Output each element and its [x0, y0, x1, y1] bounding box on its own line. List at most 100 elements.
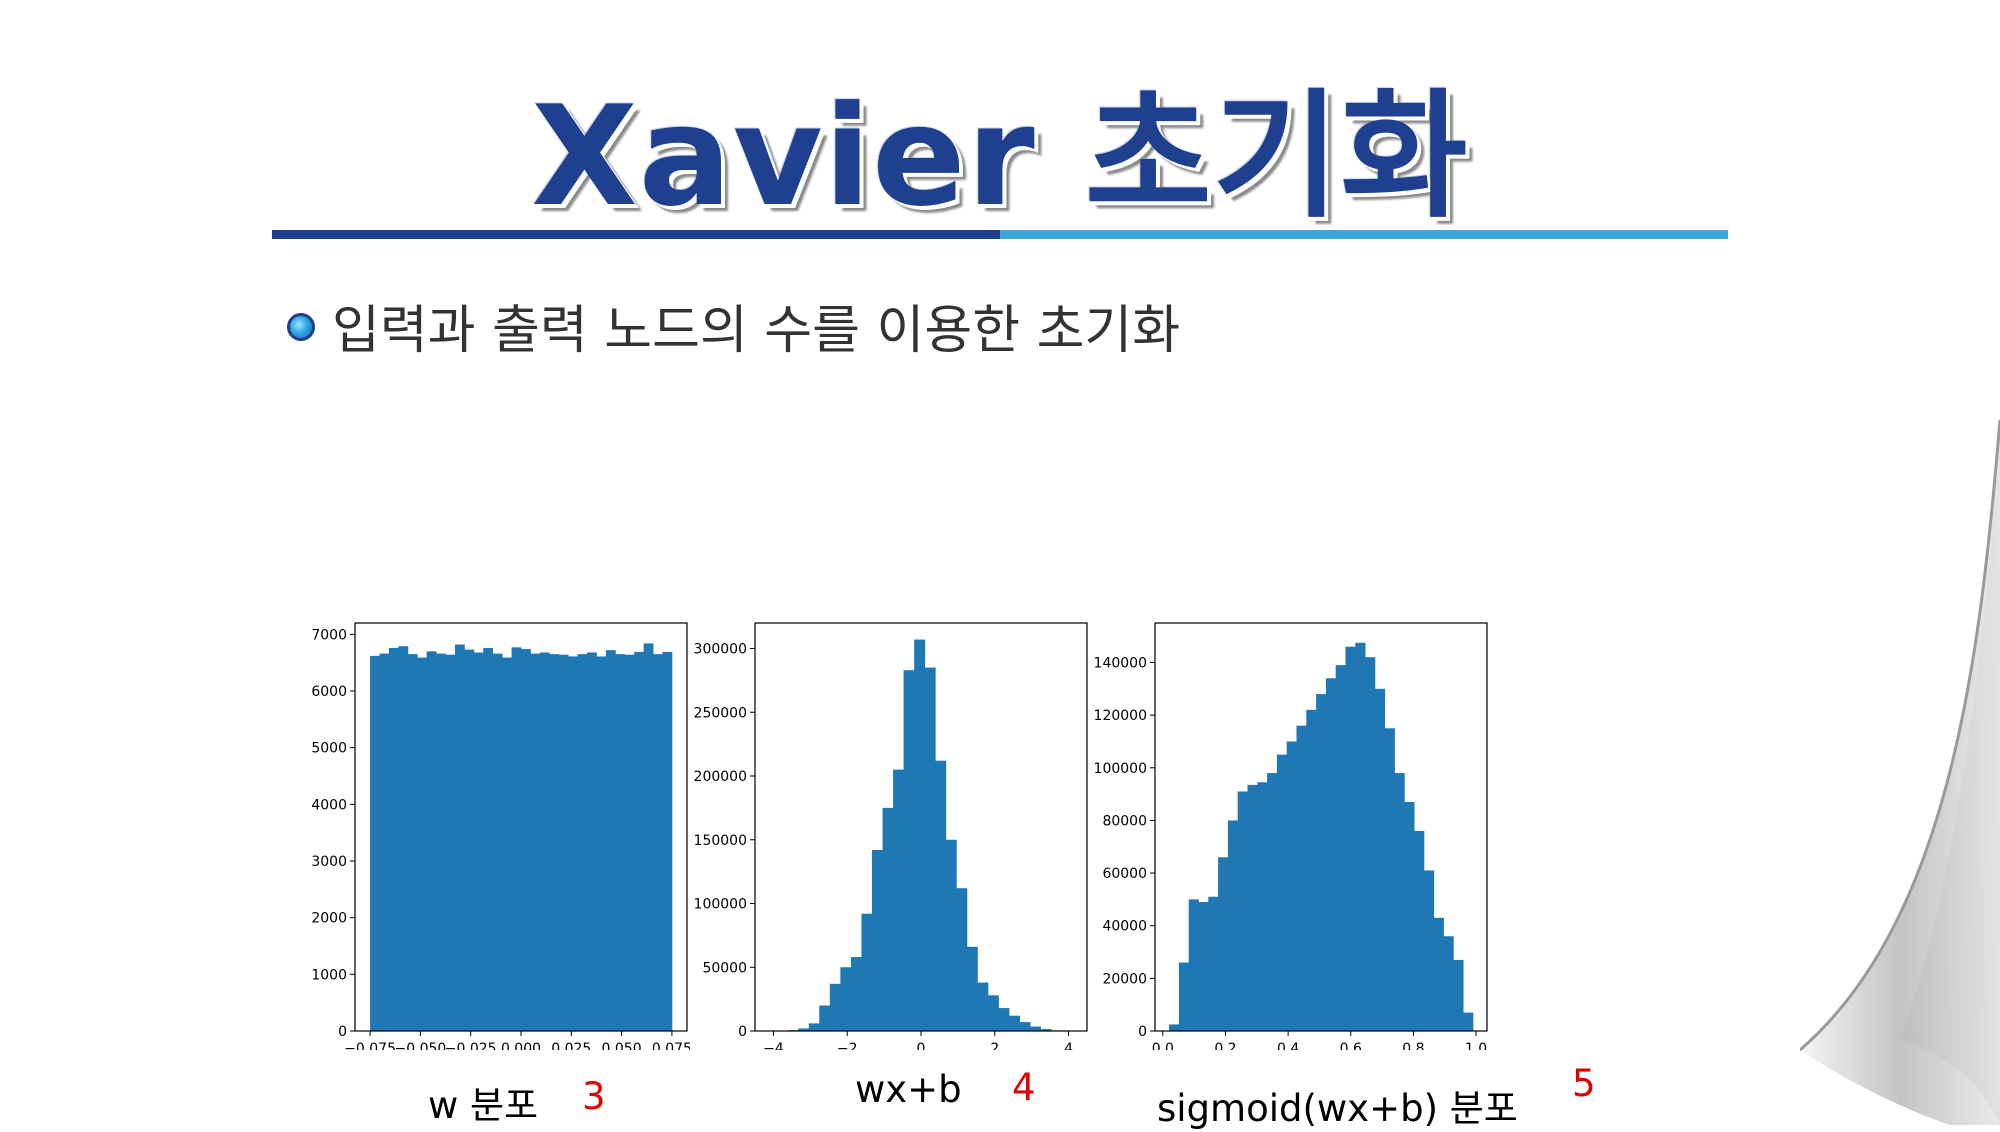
histogram-bar: [935, 761, 946, 1031]
histogram-bar: [615, 654, 625, 1031]
histogram-bar: [809, 1023, 820, 1031]
histogram-bar: [1247, 785, 1257, 1031]
histogram-bar: [1020, 1022, 1031, 1031]
x-tick-label: −4: [763, 1041, 784, 1050]
histogram-bar: [474, 652, 484, 1031]
histogram-bar: [1228, 820, 1238, 1031]
histogram-bar: [512, 647, 522, 1031]
histogram-bar: [464, 650, 474, 1031]
histogram-bar: [1424, 870, 1434, 1031]
caption-number-4: 4: [1012, 1066, 1036, 1109]
y-tick-label: 150000: [694, 833, 747, 849]
histogram-bar: [493, 654, 503, 1031]
histogram-bar: [872, 850, 883, 1031]
histogram-bar: [408, 654, 418, 1031]
histogram-bar: [455, 645, 465, 1031]
x-tick-label: 0.2: [1214, 1041, 1236, 1050]
histogram-bar: [417, 658, 427, 1031]
caption-sigmoid: sigmoid(wx+b) 분포: [1157, 1078, 1518, 1132]
histogram-bar: [851, 957, 862, 1031]
y-tick-label: 20000: [1102, 971, 1147, 987]
histogram-bar: [1257, 782, 1267, 1031]
histogram-bar: [634, 652, 644, 1031]
histogram-bar: [1375, 689, 1385, 1031]
histogram-bar: [1218, 857, 1228, 1031]
histogram-bar: [1316, 694, 1326, 1031]
histogram-bar: [840, 967, 851, 1031]
histogram-bar: [1395, 773, 1405, 1031]
histogram-bar: [398, 646, 408, 1031]
y-tick-label: 80000: [1102, 813, 1147, 829]
y-tick-label: 1000: [311, 967, 347, 983]
page-curl-decoration: [1800, 400, 2000, 1125]
histogram-bar: [1434, 918, 1444, 1031]
x-tick-label: 0.8: [1402, 1041, 1424, 1050]
bullet-text: 입력과 출력 노드의 수를 이용한 초기화: [332, 288, 1180, 363]
histogram-bar: [644, 643, 654, 1031]
histogram-bar: [1238, 791, 1248, 1031]
histogram-bar: [1179, 963, 1189, 1031]
x-tick-label: 0.4: [1277, 1041, 1299, 1050]
caption-wxb: wx+b: [855, 1068, 962, 1111]
histogram-bar: [1444, 936, 1454, 1031]
histogram-bar: [946, 840, 957, 1031]
y-tick-label: 3000: [311, 854, 347, 870]
x-tick-label: 0: [917, 1041, 926, 1050]
histogram-bar: [568, 656, 578, 1031]
histogram-bar: [606, 650, 616, 1031]
x-tick-label: −0.025: [445, 1041, 497, 1050]
x-tick-label: 0.000: [501, 1041, 541, 1050]
caption-number-5: 5: [1572, 1062, 1596, 1105]
x-tick-label: 2: [990, 1041, 999, 1050]
histogram-bar: [1277, 755, 1287, 1031]
histogram-bar: [883, 808, 894, 1031]
y-tick-label: 6000: [311, 684, 347, 700]
histogram-bar: [1189, 899, 1199, 1031]
histogram-bar: [653, 654, 663, 1031]
histogram-bar: [1030, 1027, 1041, 1031]
histogram-bar: [1336, 665, 1346, 1031]
slide-title: Xavier 초기화: [0, 78, 2000, 237]
histogram-bar: [436, 654, 446, 1031]
histogram-bar: [1463, 1013, 1473, 1031]
histogram-bar: [819, 1006, 830, 1032]
histogram-bar: [977, 983, 988, 1031]
x-tick-label: 0.025: [551, 1041, 591, 1050]
histogram-bar: [540, 652, 550, 1031]
title-underline-dark: [272, 230, 1000, 239]
x-tick-label: 0.6: [1340, 1041, 1362, 1050]
histogram-bar: [925, 668, 936, 1031]
histogram-bar: [967, 947, 978, 1031]
y-tick-label: 0: [738, 1024, 747, 1040]
y-tick-label: 4000: [311, 797, 347, 813]
histogram-bar: [1414, 831, 1424, 1031]
x-tick-label: −0.050: [394, 1041, 446, 1050]
y-tick-label: 5000: [311, 741, 347, 757]
y-tick-label: 2000: [311, 911, 347, 927]
histogram-bar: [370, 656, 380, 1031]
histogram-bar: [904, 670, 915, 1031]
y-tick-label: 40000: [1102, 919, 1147, 935]
histogram-bar: [1169, 1024, 1179, 1031]
y-tick-label: 120000: [1094, 708, 1147, 724]
histogram-bar: [1009, 1016, 1020, 1031]
caption-number-3: 3: [582, 1075, 606, 1118]
histogram-bar: [380, 654, 390, 1031]
histogram-bar: [830, 984, 841, 1031]
x-tick-label: −0.075: [344, 1041, 396, 1050]
title-underline-light: [1000, 230, 1728, 239]
histogram-bar: [521, 649, 531, 1031]
histogram-bar: [483, 648, 493, 1031]
y-tick-label: 200000: [694, 769, 747, 785]
y-tick-label: 50000: [702, 960, 747, 976]
histogram-bar: [988, 995, 999, 1031]
histogram-bar: [427, 651, 437, 1031]
y-tick-label: 0: [1138, 1024, 1147, 1040]
histogram-bar: [1267, 773, 1277, 1031]
histogram-bar: [1306, 710, 1316, 1031]
x-tick-label: 0.050: [602, 1041, 642, 1050]
caption-w: w 분포: [428, 1075, 538, 1129]
histogram-bar: [596, 656, 606, 1031]
y-tick-label: 100000: [694, 897, 747, 913]
histogram-bar: [1385, 728, 1395, 1031]
